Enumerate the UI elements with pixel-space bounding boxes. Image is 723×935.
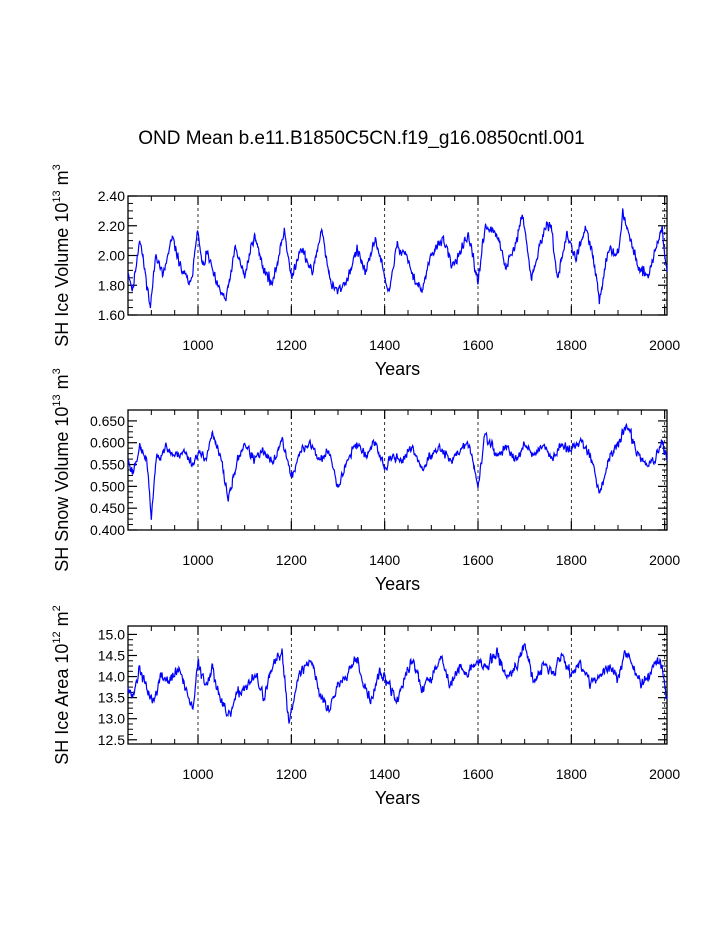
ice-volume-xtick-label-1000: 1000 <box>182 337 213 353</box>
ice-area-y-axis-label: SH Ice Area 1012 m2 <box>51 605 72 764</box>
ice-area-xtick-label-1400: 1400 <box>369 766 400 782</box>
snow-volume-series-line <box>127 422 668 520</box>
ice-area-panel: 12.5 13.0 13.5 14.0 14.5 15.0 1000 1200 1400 160… <box>51 605 680 808</box>
snow-volume-y-label-exp: 13 <box>51 394 63 406</box>
ice-volume-y-label-main: SH Ice Volume 10 <box>52 203 72 347</box>
ice-volume-y-label-exp: 13 <box>51 190 63 202</box>
snow-volume-y-label-main: SH Snow Volume 10 <box>52 407 72 572</box>
snow-volume-y-axis-label: SH Snow Volume 1013 m3 <box>51 368 72 571</box>
snow-volume-xtick-label-1200: 1200 <box>276 552 307 568</box>
snow-volume-ytick-label-4: 0.600 <box>90 435 125 451</box>
ice-volume-xtick-label-1600: 1600 <box>462 337 493 353</box>
ice-volume-gridlines <box>197 196 666 315</box>
ice-area-ytick-label-4: 14.5 <box>98 648 125 664</box>
ice-area-y-label-unit-exp: 2 <box>51 605 63 611</box>
ice-volume-ytick-label-3: 2.20 <box>98 218 125 234</box>
snow-volume-ytick-label-3: 0.550 <box>90 457 125 473</box>
ice-volume-y-axis-label: SH Ice Volume 1013 m3 <box>51 164 72 346</box>
snow-volume-x-tick-labels: 1000 1200 1400 1600 1800 2000 <box>182 552 680 568</box>
ice-area-x-axis-label: Years <box>375 788 420 808</box>
ice-volume-xtick-label-1800: 1800 <box>556 337 587 353</box>
ice-volume-ticks <box>127 195 667 316</box>
snow-volume-ytick-label-2: 0.500 <box>90 478 125 494</box>
snow-volume-y-label-unit-exp: 3 <box>51 368 63 374</box>
ice-area-xtick-label-1000: 1000 <box>182 766 213 782</box>
snow-volume-y-label-unit: m <box>52 374 72 394</box>
ice-area-ytick-label-0: 12.5 <box>98 732 125 748</box>
ice-volume-x-tick-labels: 1000 1200 1400 1600 1800 2000 <box>182 337 680 353</box>
ice-volume-series-line <box>127 208 668 309</box>
ice-volume-ytick-label-4: 2.40 <box>98 188 125 204</box>
snow-volume-ytick-label-5: 0.650 <box>90 413 125 429</box>
ice-area-ytick-label-5: 15.0 <box>98 626 125 642</box>
snow-volume-y-tick-labels: 0.400 0.450 0.500 0.550 0.600 0.650 <box>90 413 125 538</box>
ice-volume-xtick-label-1400: 1400 <box>369 337 400 353</box>
snow-volume-ytick-label-0: 0.400 <box>90 522 125 538</box>
ice-area-ytick-label-2: 13.5 <box>98 690 125 706</box>
snow-volume-xtick-label-1600: 1600 <box>462 552 493 568</box>
ice-area-xtick-label-2000: 2000 <box>649 766 680 782</box>
ice-area-series-line <box>127 643 668 724</box>
ice-area-ytick-label-1: 13.0 <box>98 711 125 727</box>
snow-volume-ytick-label-1: 0.450 <box>90 500 125 516</box>
ice-volume-y-tick-labels: 1.60 1.80 2.00 2.20 2.40 <box>98 188 125 323</box>
ice-area-y-tick-labels: 12.5 13.0 13.5 14.0 14.5 15.0 <box>98 626 125 747</box>
ice-area-ticks <box>127 626 667 744</box>
ice-volume-xtick-label-1200: 1200 <box>276 337 307 353</box>
snow-volume-xtick-label-1000: 1000 <box>182 552 213 568</box>
ice-volume-xtick-label-2000: 2000 <box>649 337 680 353</box>
snow-volume-xtick-label-2000: 2000 <box>649 552 680 568</box>
ice-volume-y-label-unit-exp: 3 <box>51 164 63 170</box>
ice-area-y-label-unit: m <box>52 611 72 631</box>
ice-volume-ytick-label-1: 1.80 <box>98 277 125 293</box>
ice-area-y-label-main: SH Ice Area 10 <box>52 644 72 765</box>
ice-volume-ytick-label-0: 1.60 <box>98 307 125 323</box>
ice-volume-ytick-label-2: 2.00 <box>98 248 125 264</box>
ice-area-xtick-label-1800: 1800 <box>556 766 587 782</box>
ice-area-x-tick-labels: 1000 1200 1400 1600 1800 2000 <box>182 766 680 782</box>
ice-volume-panel: 1.60 1.80 2.00 2.20 2.40 1000 1200 1400 1600 180… <box>51 164 680 379</box>
ice-area-y-label-exp: 12 <box>51 631 63 643</box>
snow-volume-plot-frame <box>127 409 668 531</box>
snow-volume-xtick-label-1800: 1800 <box>556 552 587 568</box>
snow-volume-ticks <box>127 410 667 531</box>
ice-area-xtick-label-1600: 1600 <box>462 766 493 782</box>
snow-volume-xtick-label-1400: 1400 <box>369 552 400 568</box>
ice-area-ytick-label-3: 14.0 <box>98 669 125 685</box>
figure-title: OND Mean b.e11.B1850C5CN.f19_g16.0850cnt… <box>138 128 585 149</box>
ice-volume-y-label-unit: m <box>52 170 72 190</box>
ice-area-xtick-label-1200: 1200 <box>276 766 307 782</box>
ice-area-plot-frame <box>127 625 668 745</box>
ice-volume-x-axis-label: Years <box>375 359 420 379</box>
snow-volume-x-axis-label: Years <box>375 574 420 594</box>
